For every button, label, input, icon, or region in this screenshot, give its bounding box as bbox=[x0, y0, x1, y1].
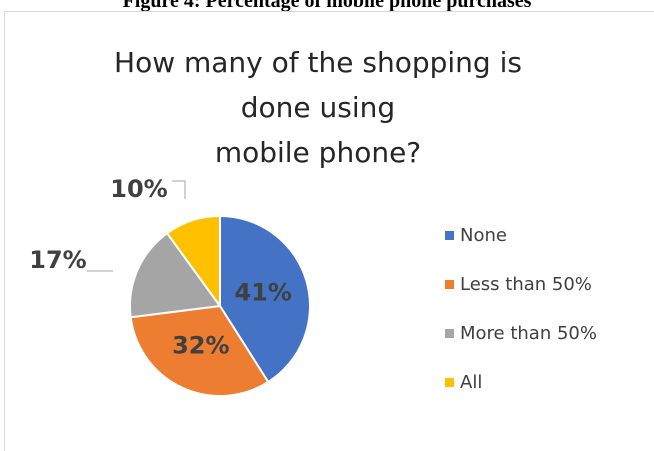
leader-lines bbox=[87, 180, 186, 272]
legend-label-none: None bbox=[460, 225, 507, 246]
legend-swatch-none bbox=[445, 231, 454, 240]
legend: None Less than 50% More than 50% All bbox=[445, 223, 597, 419]
legend-item-less-than-50: Less than 50% bbox=[445, 272, 597, 297]
pie-slice-less-than-50 bbox=[129, 305, 270, 397]
figure-caption: Figure 4: Percentage of mobile phone pur… bbox=[122, 0, 532, 12]
legend-label-all: All bbox=[460, 372, 483, 393]
legend-label-less-than-50: Less than 50% bbox=[460, 274, 592, 295]
pie-slice-all bbox=[166, 215, 221, 307]
legend-swatch-all bbox=[445, 378, 454, 387]
data-labels: 41%32% 17% 10% bbox=[29, 175, 292, 360]
legend-label-more-than-50: More than 50% bbox=[460, 323, 597, 344]
data-label-all: 10% bbox=[110, 175, 167, 203]
legend-item-more-than-50: More than 50% bbox=[445, 321, 597, 346]
data-label-less-than-50: 32% bbox=[172, 332, 229, 360]
pie-chart: 41%32% 17% 10% bbox=[29, 175, 311, 397]
leader-line-all bbox=[172, 180, 186, 199]
legend-swatch-less-than-50 bbox=[445, 280, 454, 289]
legend-item-none: None bbox=[445, 223, 597, 248]
chart-title-line-1: How many of the shopping is bbox=[114, 46, 522, 79]
chart-area bbox=[4, 11, 654, 451]
data-label-none: 41% bbox=[234, 278, 291, 306]
chart-title: How many of the shopping is done using m… bbox=[68, 40, 568, 175]
legend-item-all: All bbox=[445, 370, 597, 395]
pie-slices bbox=[129, 215, 311, 397]
chart-title-line-2: done using bbox=[240, 91, 396, 124]
data-label-more-than-50: 17% bbox=[29, 246, 86, 274]
pie-slice-more-than-50 bbox=[129, 232, 221, 319]
chart-title-line-3: mobile phone? bbox=[214, 136, 422, 169]
legend-swatch-more-than-50 bbox=[445, 329, 454, 338]
